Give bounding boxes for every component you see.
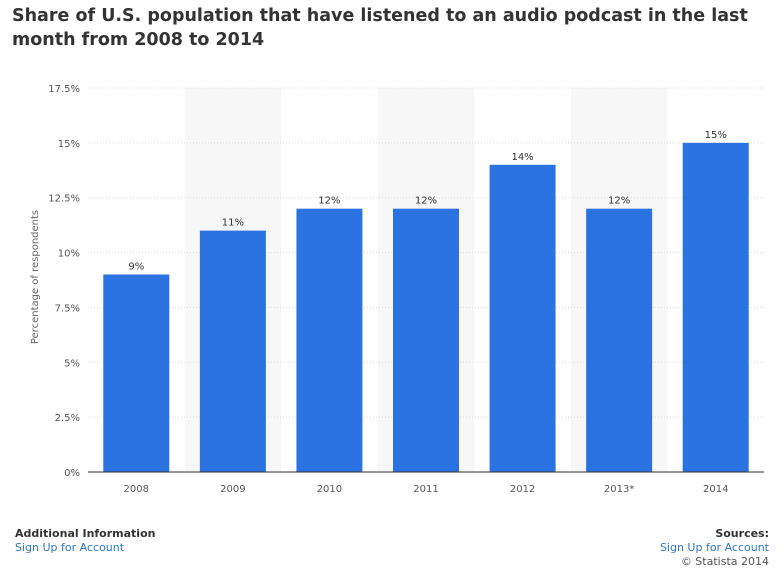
bar	[103, 274, 170, 472]
copyright: © Statista 2014	[680, 555, 769, 568]
y-axis-label: Percentage of respondents	[30, 210, 41, 344]
y-tick-label: 15%	[58, 139, 80, 150]
y-tick-label: 17.5%	[48, 84, 80, 95]
sources-heading: Sources:	[715, 527, 769, 540]
y-tick-label: 7.5%	[55, 303, 80, 314]
bar	[586, 208, 653, 472]
x-tick-label: 2012	[510, 484, 535, 495]
x-tick-label: 2009	[220, 484, 245, 495]
y-tick-label: 0%	[64, 468, 80, 479]
x-tick-label: 2013*	[604, 484, 634, 495]
x-tick-label: 2008	[124, 484, 149, 495]
x-tick-label: 2011	[413, 484, 438, 495]
bar	[393, 208, 459, 472]
value-labels: 9% 11% 12% 12% 14% 12% 15%	[128, 130, 726, 273]
y-tick-label: 5%	[64, 358, 80, 369]
bar	[682, 142, 749, 472]
y-axis-tick-labels: 0% 2.5% 5% 7.5% 10% 12.5% 15% 17.5%	[48, 84, 80, 479]
sign-up-link-left[interactable]: Sign Up for Account	[15, 541, 125, 554]
y-tick-label: 10%	[58, 249, 80, 260]
bar	[296, 208, 363, 472]
x-tick-label: 2014	[703, 484, 728, 495]
chart-title: Share of U.S. population that have liste…	[12, 6, 748, 50]
bar	[489, 164, 556, 473]
y-tick-label: 12.5%	[48, 194, 80, 205]
value-label: 15%	[705, 130, 727, 141]
bar	[199, 230, 266, 472]
value-label: 12%	[608, 196, 630, 207]
additional-info-heading: Additional Information	[15, 527, 156, 540]
value-label: 9%	[128, 262, 144, 273]
value-label: 11%	[222, 218, 244, 229]
x-tick-label: 2010	[317, 484, 342, 495]
sources: Sources: Sign Up for Account © Statista …	[660, 527, 769, 569]
y-tick-label: 2.5%	[55, 413, 80, 424]
bars	[103, 142, 749, 473]
x-axis-tick-labels: 2008 2009 2010 2011 2012 2013* 2014	[124, 484, 729, 495]
value-label: 14%	[511, 152, 533, 163]
additional-information: Additional Information Sign Up for Accou…	[15, 527, 155, 555]
sign-up-link-right[interactable]: Sign Up for Account	[659, 541, 769, 554]
value-label: 12%	[415, 196, 437, 207]
value-label: 12%	[318, 196, 340, 207]
bar-chart: 0% 2.5% 5% 7.5% 10% 12.5% 15% 17.5% 9% 11% 12% 12%…	[30, 84, 764, 495]
